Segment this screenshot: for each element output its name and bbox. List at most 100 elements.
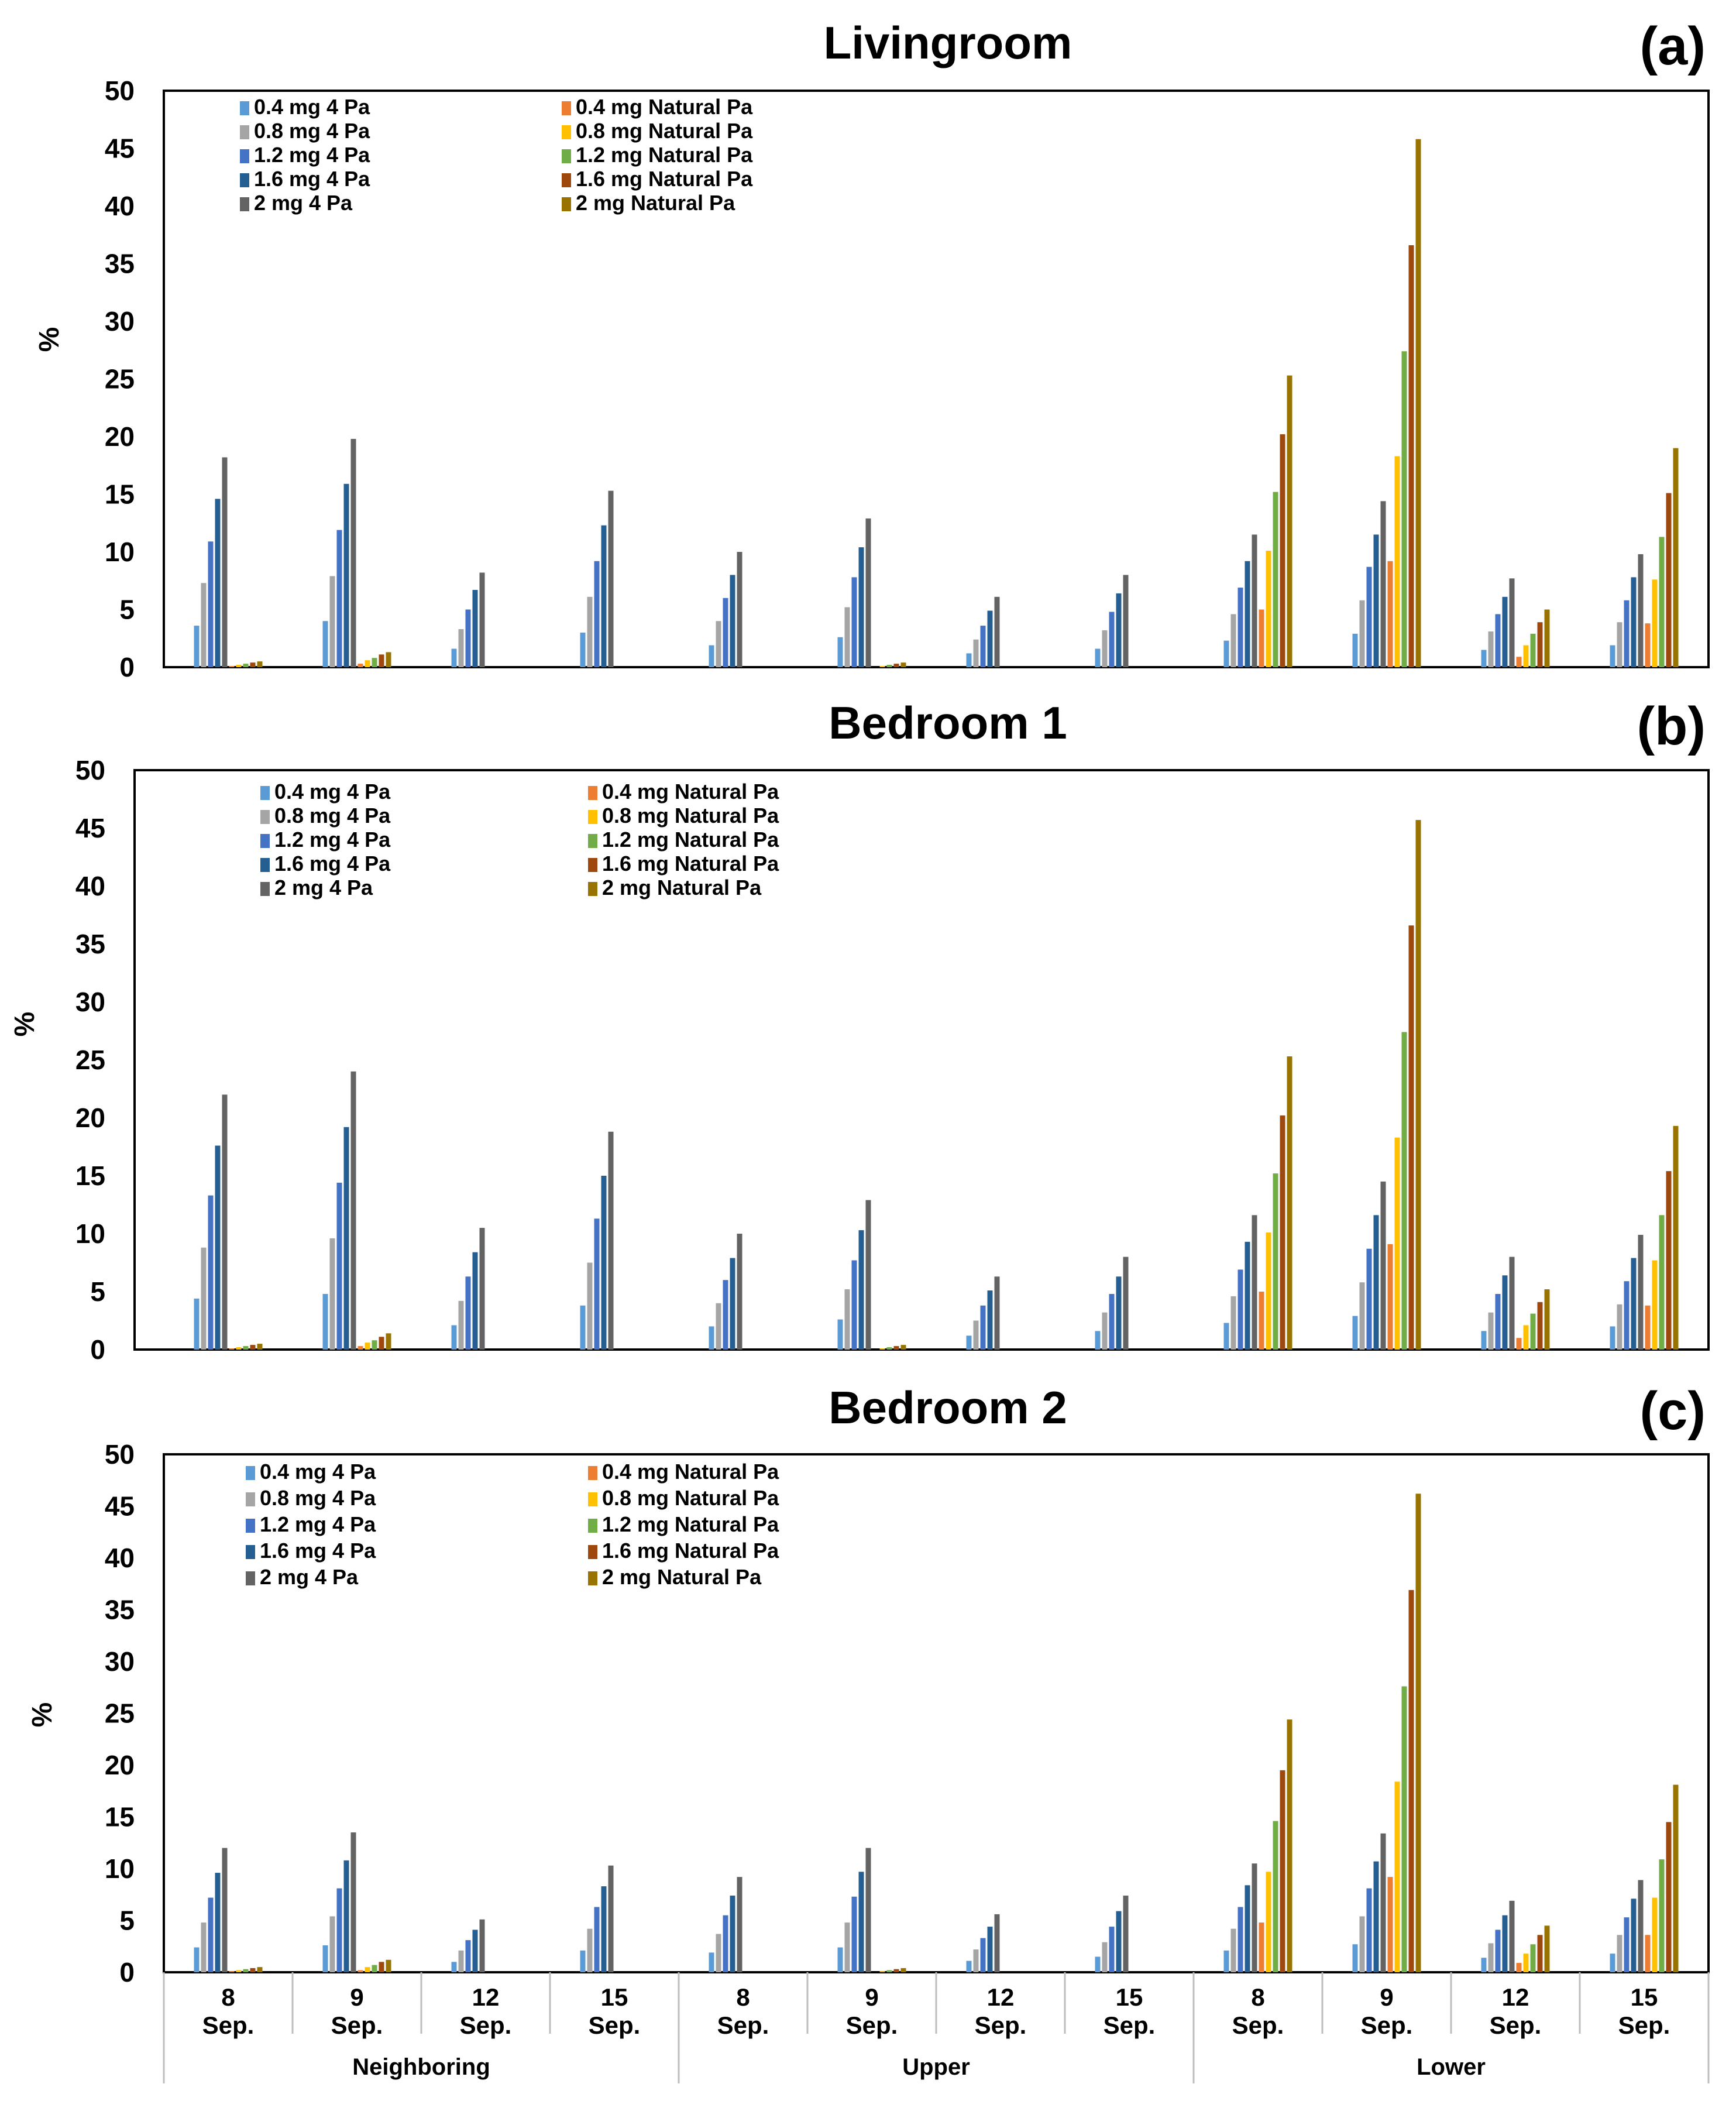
bar (879, 1348, 885, 1350)
bar (243, 664, 249, 667)
bar (479, 572, 485, 667)
bar (893, 1969, 899, 1972)
bar (222, 1848, 228, 1972)
bar (250, 1345, 256, 1350)
bar (1673, 1125, 1679, 1350)
bar (1617, 1304, 1622, 1350)
bar (1366, 1888, 1372, 1972)
bar (329, 1238, 335, 1350)
bar (372, 658, 377, 667)
bar (1394, 1781, 1400, 1972)
bar (1287, 375, 1292, 667)
bar (229, 1348, 235, 1350)
bar (1116, 593, 1122, 667)
bar (1624, 600, 1630, 667)
bar (973, 639, 979, 667)
bar (608, 490, 614, 667)
y-tick-label: 15 (105, 479, 135, 510)
y-tick-label: 5 (90, 1276, 105, 1307)
bar (966, 653, 972, 667)
bar (973, 1949, 979, 1972)
legend-label: 1.6 mg Natural Pa (576, 167, 753, 191)
panel-title: Bedroom 1 (829, 697, 1067, 749)
bar (1359, 1282, 1365, 1350)
bar (1373, 534, 1379, 667)
bar (1631, 577, 1637, 667)
bar (1252, 534, 1257, 667)
bar (465, 1276, 471, 1350)
bar (837, 1947, 843, 1972)
legend-swatch (246, 1545, 255, 1559)
bar (350, 1071, 356, 1350)
bar (1266, 1872, 1271, 1972)
bar (236, 665, 242, 667)
legend-swatch (588, 810, 597, 824)
legend-label: 2 mg Natural Pa (602, 876, 762, 900)
y-tick-label: 35 (75, 929, 105, 959)
bar (250, 662, 256, 667)
bar (357, 1970, 363, 1972)
category-day-label: 8 (1251, 1983, 1264, 2011)
bar (1109, 1293, 1115, 1350)
legend-label: 1.6 mg 4 Pa (274, 852, 391, 876)
bar (601, 525, 607, 667)
bar (236, 1347, 242, 1350)
bar (1544, 1289, 1550, 1350)
bar (329, 576, 335, 667)
bar (1530, 1313, 1536, 1350)
legend-label: 1.2 mg Natural Pa (602, 1512, 779, 1536)
bar (1223, 640, 1229, 667)
bar (858, 547, 864, 667)
bar (865, 1200, 871, 1350)
legend-swatch (588, 858, 597, 872)
y-tick-label: 45 (105, 1491, 135, 1522)
bar (1095, 1956, 1101, 1972)
bar (386, 1333, 391, 1350)
bar (379, 1337, 384, 1350)
bar (458, 1950, 464, 1972)
bar (601, 1176, 607, 1350)
legend-swatch (260, 882, 270, 896)
bar (365, 1343, 370, 1350)
bar (1401, 1032, 1407, 1350)
bar (730, 1258, 735, 1350)
y-tick-label: 15 (105, 1802, 135, 1832)
legend-label: 0.4 mg Natural Pa (602, 780, 779, 804)
y-axis-label: % (9, 1012, 40, 1037)
bar (1544, 1925, 1550, 1972)
bar (1488, 1312, 1494, 1350)
bar (1359, 1916, 1365, 1972)
y-tick-label: 40 (75, 871, 105, 901)
bar (1123, 1257, 1129, 1350)
bar (1352, 1944, 1358, 1972)
category-axis: 8Sep.9Sep.12Sep.15Sep.8Sep.9Sep.12Sep.15… (163, 1972, 1710, 2083)
bar (1544, 609, 1550, 667)
bar (194, 626, 200, 667)
bar (1652, 1897, 1658, 1972)
category-month-label: Sep. (460, 2011, 512, 2039)
bar (257, 1344, 263, 1350)
y-tick-label: 0 (90, 1334, 105, 1365)
bar (1652, 579, 1658, 667)
bar (601, 1886, 607, 1972)
bar (1116, 1911, 1122, 1972)
legend-swatch (588, 786, 597, 800)
bar (716, 1934, 721, 1972)
bar (1380, 1181, 1386, 1350)
bar (343, 1860, 349, 1972)
bar (1366, 1248, 1372, 1350)
bars (194, 139, 1679, 668)
bar (886, 1970, 892, 1972)
legend-swatch (260, 858, 270, 872)
bar (1408, 925, 1414, 1350)
bar (1415, 820, 1421, 1350)
bar (1516, 657, 1522, 667)
bar (322, 621, 328, 667)
bar (1502, 1275, 1508, 1350)
bar (1259, 1923, 1264, 1972)
legend-label: 0.4 mg 4 Pa (274, 780, 391, 804)
legend-label: 1.2 mg 4 Pa (260, 1512, 376, 1536)
bar (865, 518, 871, 667)
bar (879, 1971, 885, 1972)
category-day-label: 9 (350, 1983, 363, 2011)
